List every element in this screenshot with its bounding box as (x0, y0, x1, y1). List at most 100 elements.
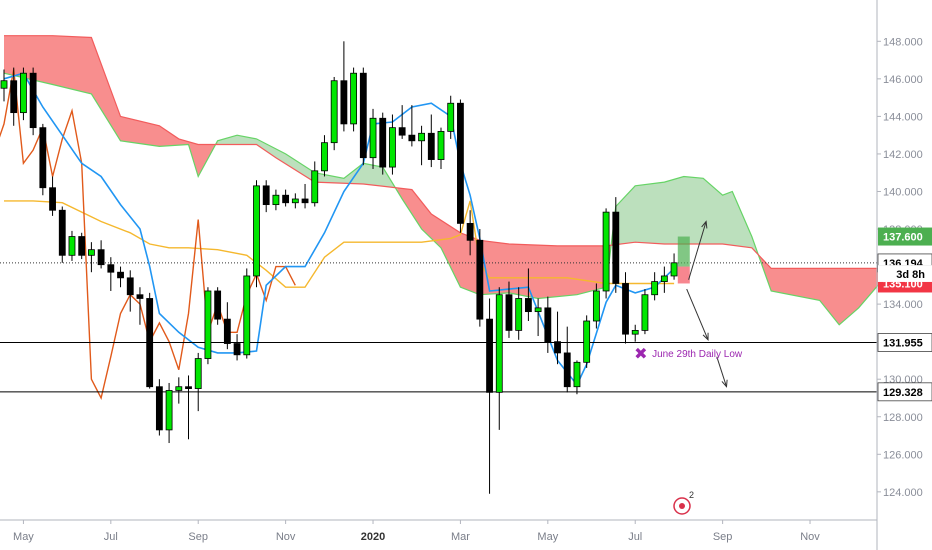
bullish-candle-body (272, 194, 280, 206)
candle (359, 67, 367, 166)
level-label-1-text: 129.328 (883, 387, 923, 399)
candle (146, 292, 154, 389)
candle (301, 183, 309, 209)
candle (369, 108, 377, 169)
candle (330, 76, 338, 151)
bearish-candle-body (185, 386, 192, 389)
candle (311, 161, 319, 207)
projection-arrow-up (688, 221, 707, 280)
annotation[interactable]: ✖ June 29th Daily Low (634, 344, 743, 363)
x-tick-label: Nov (800, 531, 820, 543)
bullish-candle-body (68, 236, 76, 256)
candle (233, 334, 241, 361)
bearish-candle-body (58, 209, 66, 256)
senkou-span-a-line (3, 72, 879, 326)
candle (573, 360, 581, 395)
candle (107, 257, 115, 291)
logo-ring (673, 497, 691, 515)
bullish-candle-body (583, 320, 591, 363)
bullish-candle-body (660, 275, 668, 282)
projection-arrow-down-head (702, 332, 709, 341)
bearish-candle-body (524, 298, 532, 313)
bullish-candle-body (194, 358, 202, 389)
bullish-candle-body (651, 281, 659, 296)
candle (253, 180, 260, 288)
bearish-candle-body (155, 386, 163, 431)
x-tick-label: Sep (713, 531, 733, 543)
price-label-0-text: 137.600 (883, 232, 923, 244)
horizontal-levels (0, 262, 877, 393)
level-label-1: 129.328 (877, 382, 932, 402)
candle (165, 382, 173, 444)
bullish-candle-body (87, 249, 95, 256)
candle (87, 242, 95, 273)
bullish-candle-body (631, 329, 639, 335)
candle (0, 69, 8, 102)
candle (204, 287, 212, 365)
bullish-candle-body (573, 361, 581, 388)
bullish-candle-body (369, 117, 377, 159)
bearish-candle-body (214, 290, 222, 320)
bearish-candle-body (612, 211, 620, 284)
x-tick-label: Mar (451, 531, 470, 543)
countdown-text: 3d 8h (896, 269, 925, 281)
candle (534, 298, 542, 337)
bearish-candle-body (427, 132, 435, 160)
candle (350, 67, 358, 132)
candle (20, 67, 27, 121)
bullish-candle-body (20, 72, 27, 114)
bearish-candle-body (29, 72, 37, 129)
projection-arrow-down (686, 288, 709, 340)
candle (117, 266, 124, 288)
x-tick-label: Sep (188, 531, 208, 543)
senkou-span-b-line (4, 35, 878, 269)
bearish-candle-body (505, 294, 513, 331)
candle (398, 105, 406, 139)
candle (243, 268, 251, 359)
bearish-candle-body (282, 194, 290, 204)
bullish-cloud (613, 176, 759, 257)
bearish-candle-body (49, 187, 56, 211)
bullish-candle-body (253, 185, 260, 277)
y-tick-label: 126.000 (883, 449, 923, 461)
bearish-candle-body (223, 318, 231, 344)
candle (427, 114, 435, 168)
candle (214, 287, 222, 325)
bearish-candle-body (408, 134, 416, 142)
kijun-sen-line (4, 200, 675, 288)
y-tick-label: 124.000 (883, 487, 923, 499)
level-label-0: 131.955 (877, 333, 932, 352)
candle (272, 189, 280, 211)
candle (524, 268, 532, 322)
bullish-candle-body (175, 386, 183, 391)
candle (602, 208, 610, 299)
bullish-candle-body (495, 294, 503, 393)
level-label-0-text: 131.955 (883, 338, 923, 350)
bearish-candle-body (379, 117, 387, 168)
price-label-0: 137.600 (878, 227, 932, 246)
bullish-candle-body (243, 275, 251, 356)
bullish-candle-body (592, 290, 600, 322)
candle (408, 105, 416, 147)
candle (660, 266, 668, 293)
candle (447, 95, 455, 139)
candle (223, 302, 231, 350)
bearish-candle-body (146, 298, 154, 388)
candle (389, 114, 396, 175)
bullish-candle-body (534, 307, 542, 313)
candle (651, 272, 659, 301)
logo-dot (679, 503, 685, 509)
candle (29, 67, 37, 136)
bearish-cloud (759, 255, 878, 325)
bearish-candle-body (233, 343, 241, 356)
candlesticks (0, 41, 678, 494)
candle (612, 197, 620, 293)
tradingview-logo-icon[interactable]: 2 (673, 490, 694, 515)
level-label-0-bg (877, 333, 932, 352)
candle (641, 289, 649, 335)
bullish-candle-body (670, 262, 678, 277)
annotation-cross-icon: ✖ (634, 344, 647, 363)
projection-arrow-down-2-head (721, 379, 728, 388)
y-tick-label: 134.000 (883, 299, 923, 311)
